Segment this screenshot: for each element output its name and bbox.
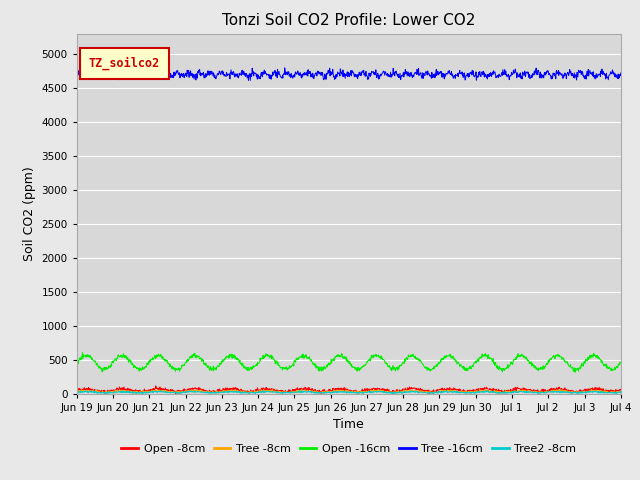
Tree2 -8cm	[255, 389, 263, 395]
Open -8cm	[505, 388, 513, 394]
Tree -16cm	[255, 76, 263, 82]
Tree -8cm	[433, 389, 441, 395]
Open -16cm	[181, 360, 189, 366]
Line: Tree -8cm: Tree -8cm	[77, 389, 621, 394]
Open -8cm	[553, 385, 561, 391]
Tree2 -8cm	[73, 389, 81, 395]
Tree2 -8cm	[195, 389, 202, 395]
Tree -16cm	[434, 68, 442, 74]
Tree -16cm	[617, 70, 625, 76]
Open -16cm	[195, 353, 202, 359]
Open -16cm	[505, 365, 513, 371]
Text: TZ_soilco2: TZ_soilco2	[89, 57, 160, 70]
Tree2 -8cm	[181, 389, 189, 395]
Tree -8cm	[194, 387, 202, 393]
Tree -16cm	[180, 73, 188, 79]
Tree -8cm	[255, 388, 262, 394]
FancyBboxPatch shape	[79, 48, 169, 79]
Tree -8cm	[505, 388, 513, 394]
Line: Open -16cm: Open -16cm	[77, 353, 621, 372]
Open -8cm	[195, 387, 202, 393]
Tree2 -8cm	[617, 390, 625, 396]
Tree -16cm	[73, 72, 81, 77]
Open -16cm	[73, 362, 81, 368]
Open -16cm	[255, 360, 263, 366]
Title: Tonzi Soil CO2 Profile: Lower CO2: Tonzi Soil CO2 Profile: Lower CO2	[222, 13, 476, 28]
Tree2 -8cm	[434, 390, 442, 396]
Tree -16cm	[194, 69, 202, 74]
Y-axis label: Soil CO2 (ppm): Soil CO2 (ppm)	[23, 166, 36, 261]
Open -8cm	[101, 391, 109, 396]
Tree -8cm	[617, 389, 625, 395]
Tree -8cm	[495, 391, 502, 396]
Open -8cm	[617, 387, 625, 393]
Open -8cm	[182, 387, 189, 393]
Tree -16cm	[281, 65, 289, 71]
Open -16cm	[553, 352, 561, 358]
Open -8cm	[152, 383, 159, 389]
Open -16cm	[434, 363, 442, 369]
X-axis label: Time: Time	[333, 418, 364, 431]
Tree2 -8cm	[138, 391, 146, 396]
Open -8cm	[255, 387, 263, 393]
Tree -16cm	[246, 77, 254, 83]
Tree -8cm	[73, 388, 81, 394]
Tree2 -8cm	[505, 390, 513, 396]
Line: Open -8cm: Open -8cm	[77, 386, 621, 394]
Tree -8cm	[180, 388, 188, 394]
Legend: Open -8cm, Tree -8cm, Open -16cm, Tree -16cm, Tree2 -8cm: Open -8cm, Tree -8cm, Open -16cm, Tree -…	[117, 439, 580, 458]
Tree -8cm	[553, 388, 561, 394]
Tree -16cm	[505, 75, 513, 81]
Open -16cm	[572, 369, 579, 375]
Tree -16cm	[553, 71, 561, 77]
Tree2 -8cm	[443, 388, 451, 394]
Open -16cm	[79, 350, 86, 356]
Open -16cm	[617, 360, 625, 366]
Tree2 -8cm	[553, 389, 561, 395]
Open -8cm	[434, 387, 442, 393]
Tree -8cm	[482, 386, 490, 392]
Open -8cm	[73, 387, 81, 393]
Line: Tree2 -8cm: Tree2 -8cm	[77, 391, 621, 394]
Line: Tree -16cm: Tree -16cm	[77, 68, 621, 80]
